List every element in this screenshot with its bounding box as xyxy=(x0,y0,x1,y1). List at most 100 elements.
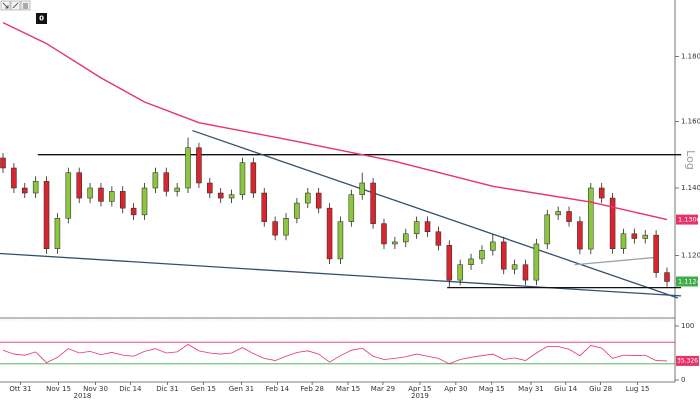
candle-body xyxy=(370,182,376,224)
y-tick-label: 1.1800 xyxy=(681,52,700,60)
candle-body xyxy=(337,221,344,260)
candle-body xyxy=(250,162,257,194)
x-tick-label: Giu 14 xyxy=(554,385,577,393)
x-tick-label: Feb 14 xyxy=(266,385,290,393)
candle-body xyxy=(283,217,289,236)
rsi-tick-label: 0 xyxy=(681,376,685,384)
candle-body xyxy=(468,258,474,265)
candle-body xyxy=(424,221,431,232)
candle-body xyxy=(326,207,333,260)
x-tick-label: Giu 28 xyxy=(589,385,612,393)
trendline xyxy=(574,256,654,266)
candle-body xyxy=(207,182,213,194)
candle-body xyxy=(261,192,267,222)
price-box xyxy=(676,214,698,225)
x-tick-label: Gen 15 xyxy=(191,385,216,393)
candle-body xyxy=(87,187,93,199)
candle-body xyxy=(642,234,648,239)
candle-body xyxy=(588,187,594,250)
candle-body xyxy=(544,214,551,245)
x-tick-label: Dic 14 xyxy=(119,385,142,393)
candle-body xyxy=(65,172,72,219)
x-tick-label: Nov 30 xyxy=(83,385,108,393)
badge[interactable] xyxy=(36,13,47,24)
candle-body xyxy=(555,211,561,216)
tool-icon xyxy=(12,2,19,9)
x-tick-label: Lug 15 xyxy=(626,385,650,393)
rsi-box-label: 35.3263 xyxy=(677,357,700,364)
badge-text: 0 xyxy=(39,15,44,23)
candle-body xyxy=(348,194,355,222)
candle-body xyxy=(98,187,104,202)
trendline xyxy=(0,252,682,297)
candle-body xyxy=(435,231,442,246)
candle-body xyxy=(315,192,322,209)
candle-body xyxy=(294,202,300,219)
x-tick-label: Mar 15 xyxy=(336,385,360,393)
candle-body xyxy=(174,187,180,192)
candle-body xyxy=(577,221,583,250)
candle-body xyxy=(403,233,409,243)
tool-icon xyxy=(2,2,9,9)
candle-body xyxy=(239,162,246,195)
candle-body xyxy=(32,181,39,194)
scale-label: Log xyxy=(684,150,697,170)
candle-body xyxy=(152,172,159,189)
moving-average xyxy=(2,22,668,221)
x-tick-label: Gen 31 xyxy=(229,385,254,393)
candle-body xyxy=(620,233,627,249)
year-label: 2018 xyxy=(74,392,92,400)
candle-body xyxy=(305,192,311,204)
candle-body xyxy=(22,187,28,194)
candle-body xyxy=(500,241,507,270)
candle-body xyxy=(119,191,126,209)
rsi-line xyxy=(2,343,668,365)
candle-body xyxy=(490,241,496,251)
candle-body xyxy=(664,272,670,282)
candle-body xyxy=(217,192,224,199)
candle-body xyxy=(228,194,235,199)
candle-body xyxy=(185,147,191,189)
x-tick-label: Mag 15 xyxy=(479,385,505,393)
x-tick-label: May 31 xyxy=(518,385,544,393)
candle-body xyxy=(196,147,202,184)
candle-body xyxy=(598,187,605,199)
candle-body xyxy=(609,197,616,249)
y-tick-label: 1.1200 xyxy=(681,252,700,260)
price-box xyxy=(676,276,698,287)
rsi-box xyxy=(676,355,699,366)
x-tick-label: Mar 29 xyxy=(371,385,395,393)
candle-body xyxy=(446,245,453,281)
y-tick-label: 1.1400 xyxy=(681,184,700,192)
tool-icon xyxy=(23,3,28,9)
candle-body xyxy=(479,250,485,260)
candle-body xyxy=(653,234,659,273)
candle-body xyxy=(413,221,420,235)
candle-body xyxy=(11,167,17,189)
candle-body xyxy=(533,243,540,281)
candle-body xyxy=(359,182,365,195)
candle-body xyxy=(566,211,572,222)
trendline xyxy=(192,129,679,299)
y-tick-label: 1.1600 xyxy=(681,118,700,126)
year-label: 2019 xyxy=(411,392,429,400)
price-box-label: 1.1306 xyxy=(678,216,700,224)
candle-body xyxy=(381,223,387,245)
x-tick-label: Dic 31 xyxy=(156,385,178,393)
x-tick-label: Nov 15 xyxy=(46,385,71,393)
candle-body xyxy=(457,264,463,281)
x-tick-label: Feb 28 xyxy=(300,385,324,393)
rsi-tick-label: 100 xyxy=(681,322,694,330)
candle-body xyxy=(511,264,518,270)
candle-body xyxy=(109,191,115,202)
candle-body xyxy=(141,187,148,216)
candle-body xyxy=(76,172,82,199)
tool-button[interactable] xyxy=(20,0,31,11)
x-tick-label: Apr 30 xyxy=(444,385,467,393)
candle-body xyxy=(392,241,398,245)
candle-body xyxy=(130,207,137,216)
candle-body xyxy=(631,233,638,239)
candle-body xyxy=(43,181,50,249)
x-tick-label: Apr 15 xyxy=(408,385,431,393)
price-box-label: 1.1124 xyxy=(678,277,700,285)
